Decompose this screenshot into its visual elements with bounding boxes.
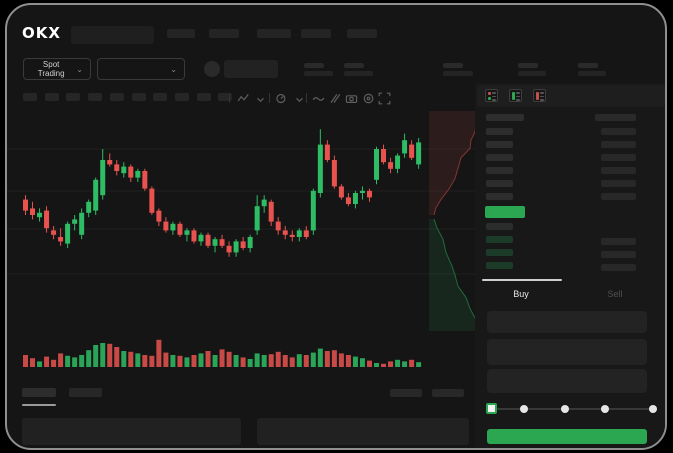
camera-icon[interactable] [345, 92, 358, 105]
bid-row-skeleton [601, 238, 636, 245]
app-window: OKX Spot Trading ⌄ ⌄ [5, 3, 667, 450]
amount-input-skeleton[interactable] [487, 339, 647, 365]
nav-item-skeleton[interactable] [209, 29, 239, 38]
bottom-action-skeleton[interactable] [432, 389, 464, 397]
candle-style-icon[interactable] [237, 92, 250, 105]
buy-submit-button[interactable] [487, 429, 647, 444]
ask-row-skeleton [601, 128, 636, 135]
bid-row-skeleton [486, 262, 513, 269]
stat-label-skeleton [304, 63, 324, 68]
ask-row-skeleton [486, 167, 513, 174]
indicators-icon[interactable] [275, 92, 288, 105]
bid-row-skeleton [486, 236, 513, 243]
orderbook-toolbar [477, 85, 665, 107]
orderbook-panel: Buy Sell [475, 83, 665, 448]
amount-slider-handle[interactable] [486, 403, 497, 414]
active-tab-indicator [482, 279, 562, 281]
ask-row-skeleton [601, 193, 636, 200]
nav-item-skeleton[interactable] [301, 29, 331, 38]
book-bids-only-icon[interactable] [509, 89, 522, 102]
chevron-down-icon: ⌄ [170, 64, 177, 74]
nav-item-skeleton[interactable] [167, 29, 195, 38]
bid-row-skeleton [601, 251, 636, 258]
depth-chart [429, 111, 481, 331]
bottom-tab-skeleton-active[interactable] [22, 388, 56, 397]
slider-stop-dot[interactable] [601, 405, 609, 413]
bottom-panel-skeleton [257, 418, 469, 445]
toolbar-divider [306, 93, 307, 103]
price-input-skeleton[interactable] [487, 311, 647, 333]
book-asks-only-icon[interactable] [533, 89, 546, 102]
ask-row-skeleton [486, 180, 513, 187]
last-price-highlight [485, 206, 525, 218]
toolbar-square-skeleton[interactable] [66, 93, 81, 101]
toolbar-square-skeleton[interactable] [88, 93, 103, 101]
toolbar-square-skeleton[interactable] [196, 93, 211, 101]
stat-value-skeleton [304, 71, 333, 76]
toolbar-square-skeleton[interactable] [109, 93, 124, 101]
toolbar-square-skeleton[interactable] [174, 93, 189, 101]
ask-row-skeleton [486, 128, 513, 135]
bottom-action-skeleton[interactable] [390, 389, 422, 397]
tab-sell[interactable]: Sell [607, 289, 623, 299]
toolbar-divider [229, 93, 230, 103]
chevron-down-icon[interactable] [254, 93, 267, 106]
ask-row-skeleton [601, 154, 636, 161]
line-tool-icon[interactable] [312, 92, 325, 105]
ask-row-skeleton [601, 180, 636, 187]
orderbook-header-skeleton [595, 114, 636, 121]
ask-row-skeleton [486, 141, 513, 148]
stat-value-skeleton [344, 71, 373, 76]
book-both-sides-icon[interactable] [485, 89, 498, 102]
active-tab-underline [22, 404, 56, 406]
bid-row-skeleton [601, 264, 636, 271]
candlestick-chart[interactable] [7, 105, 477, 373]
nav-item-skeleton[interactable] [347, 29, 377, 38]
toolbar-divider [269, 93, 270, 103]
stat-label-skeleton [443, 63, 463, 68]
target-icon[interactable] [362, 92, 375, 105]
toolbar-square-skeleton[interactable] [131, 93, 146, 101]
nav-item-skeleton[interactable] [257, 29, 291, 38]
slider-stop-dot[interactable] [561, 405, 569, 413]
fullscreen-icon[interactable] [378, 92, 391, 105]
ask-row-skeleton [486, 154, 513, 161]
stat-label-skeleton [518, 63, 538, 68]
token-icon-placeholder [204, 61, 220, 77]
slider-stop-dot[interactable] [520, 405, 528, 413]
stat-value-skeleton [578, 71, 606, 76]
pair-selector[interactable]: ⌄ [97, 58, 185, 80]
amount-slider-track[interactable] [491, 408, 657, 410]
ask-row-skeleton [601, 167, 636, 174]
chevron-down-icon[interactable] [293, 93, 306, 106]
bid-row-skeleton [486, 223, 513, 230]
total-input-skeleton[interactable] [487, 369, 647, 393]
okx-logo: OKX [22, 24, 61, 42]
stat-label-skeleton [578, 63, 598, 68]
ask-row-skeleton [601, 141, 636, 148]
tab-buy[interactable]: Buy [513, 289, 529, 299]
stat-label-skeleton [344, 63, 364, 68]
toolbar-square-skeleton[interactable] [153, 93, 168, 101]
market-type-selector[interactable]: Spot Trading ⌄ [23, 58, 91, 80]
toolbar-square-skeleton[interactable] [218, 93, 233, 101]
stat-value-skeleton [443, 71, 473, 76]
slider-stop-dot[interactable] [649, 405, 657, 413]
logo-side-skeleton [71, 26, 154, 44]
bottom-tab-skeleton[interactable] [69, 388, 102, 397]
stat-value-skeleton [518, 71, 546, 76]
ask-row-skeleton [486, 193, 513, 200]
chevron-down-icon: ⌄ [76, 64, 83, 74]
pair-name-skeleton [224, 60, 278, 78]
bottom-panel-skeleton [22, 418, 241, 445]
toolbar-square-skeleton[interactable] [44, 93, 59, 101]
market-type-label: Spot Trading [37, 60, 65, 78]
draw-tool-icon[interactable] [328, 92, 341, 105]
orderbook-header-skeleton [486, 114, 524, 121]
bid-row-skeleton [486, 249, 513, 256]
toolbar-square-skeleton[interactable] [23, 93, 37, 101]
